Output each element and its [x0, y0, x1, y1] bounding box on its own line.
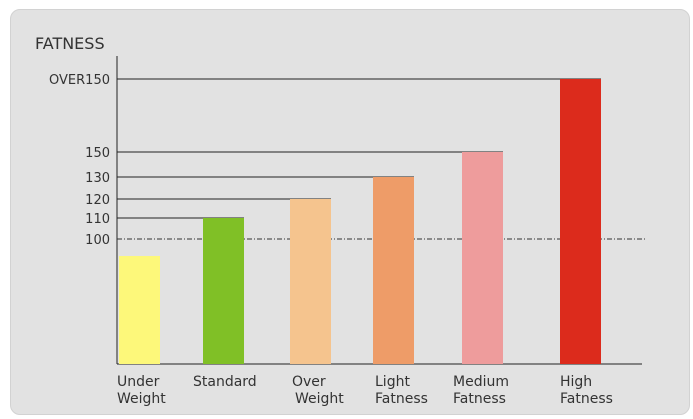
y-tick-label: 130 [85, 171, 110, 186]
category-label: Fatness [375, 391, 428, 407]
bars [119, 79, 601, 364]
category-label: Under [117, 374, 160, 390]
category-label: Fatness [453, 391, 506, 407]
y-tick-label: 120 [85, 193, 110, 208]
category-label: Over [292, 374, 326, 390]
y-tick-label: 100 [85, 233, 110, 248]
category-label: Standard [193, 374, 257, 390]
bar [560, 79, 601, 364]
category-label: Light [375, 374, 410, 390]
category-label: Medium [453, 374, 509, 390]
bar [462, 152, 503, 364]
grid-lines [117, 78, 601, 219]
chart-title: FATNESS [35, 34, 105, 53]
y-tick-label: OVER150 [49, 73, 110, 88]
bar [373, 177, 414, 364]
y-tick-label: 150 [85, 146, 110, 161]
category-label: High [560, 374, 592, 390]
bar [290, 199, 331, 364]
y-tick-label: 110 [85, 212, 110, 227]
bar [119, 256, 160, 364]
y-tick-labels: OVER150 150 130 120 110 100 [49, 73, 110, 248]
category-label: Weight [117, 391, 166, 407]
category-label: Weight [295, 391, 344, 407]
bar [203, 218, 244, 364]
category-label: Fatness [560, 391, 613, 407]
